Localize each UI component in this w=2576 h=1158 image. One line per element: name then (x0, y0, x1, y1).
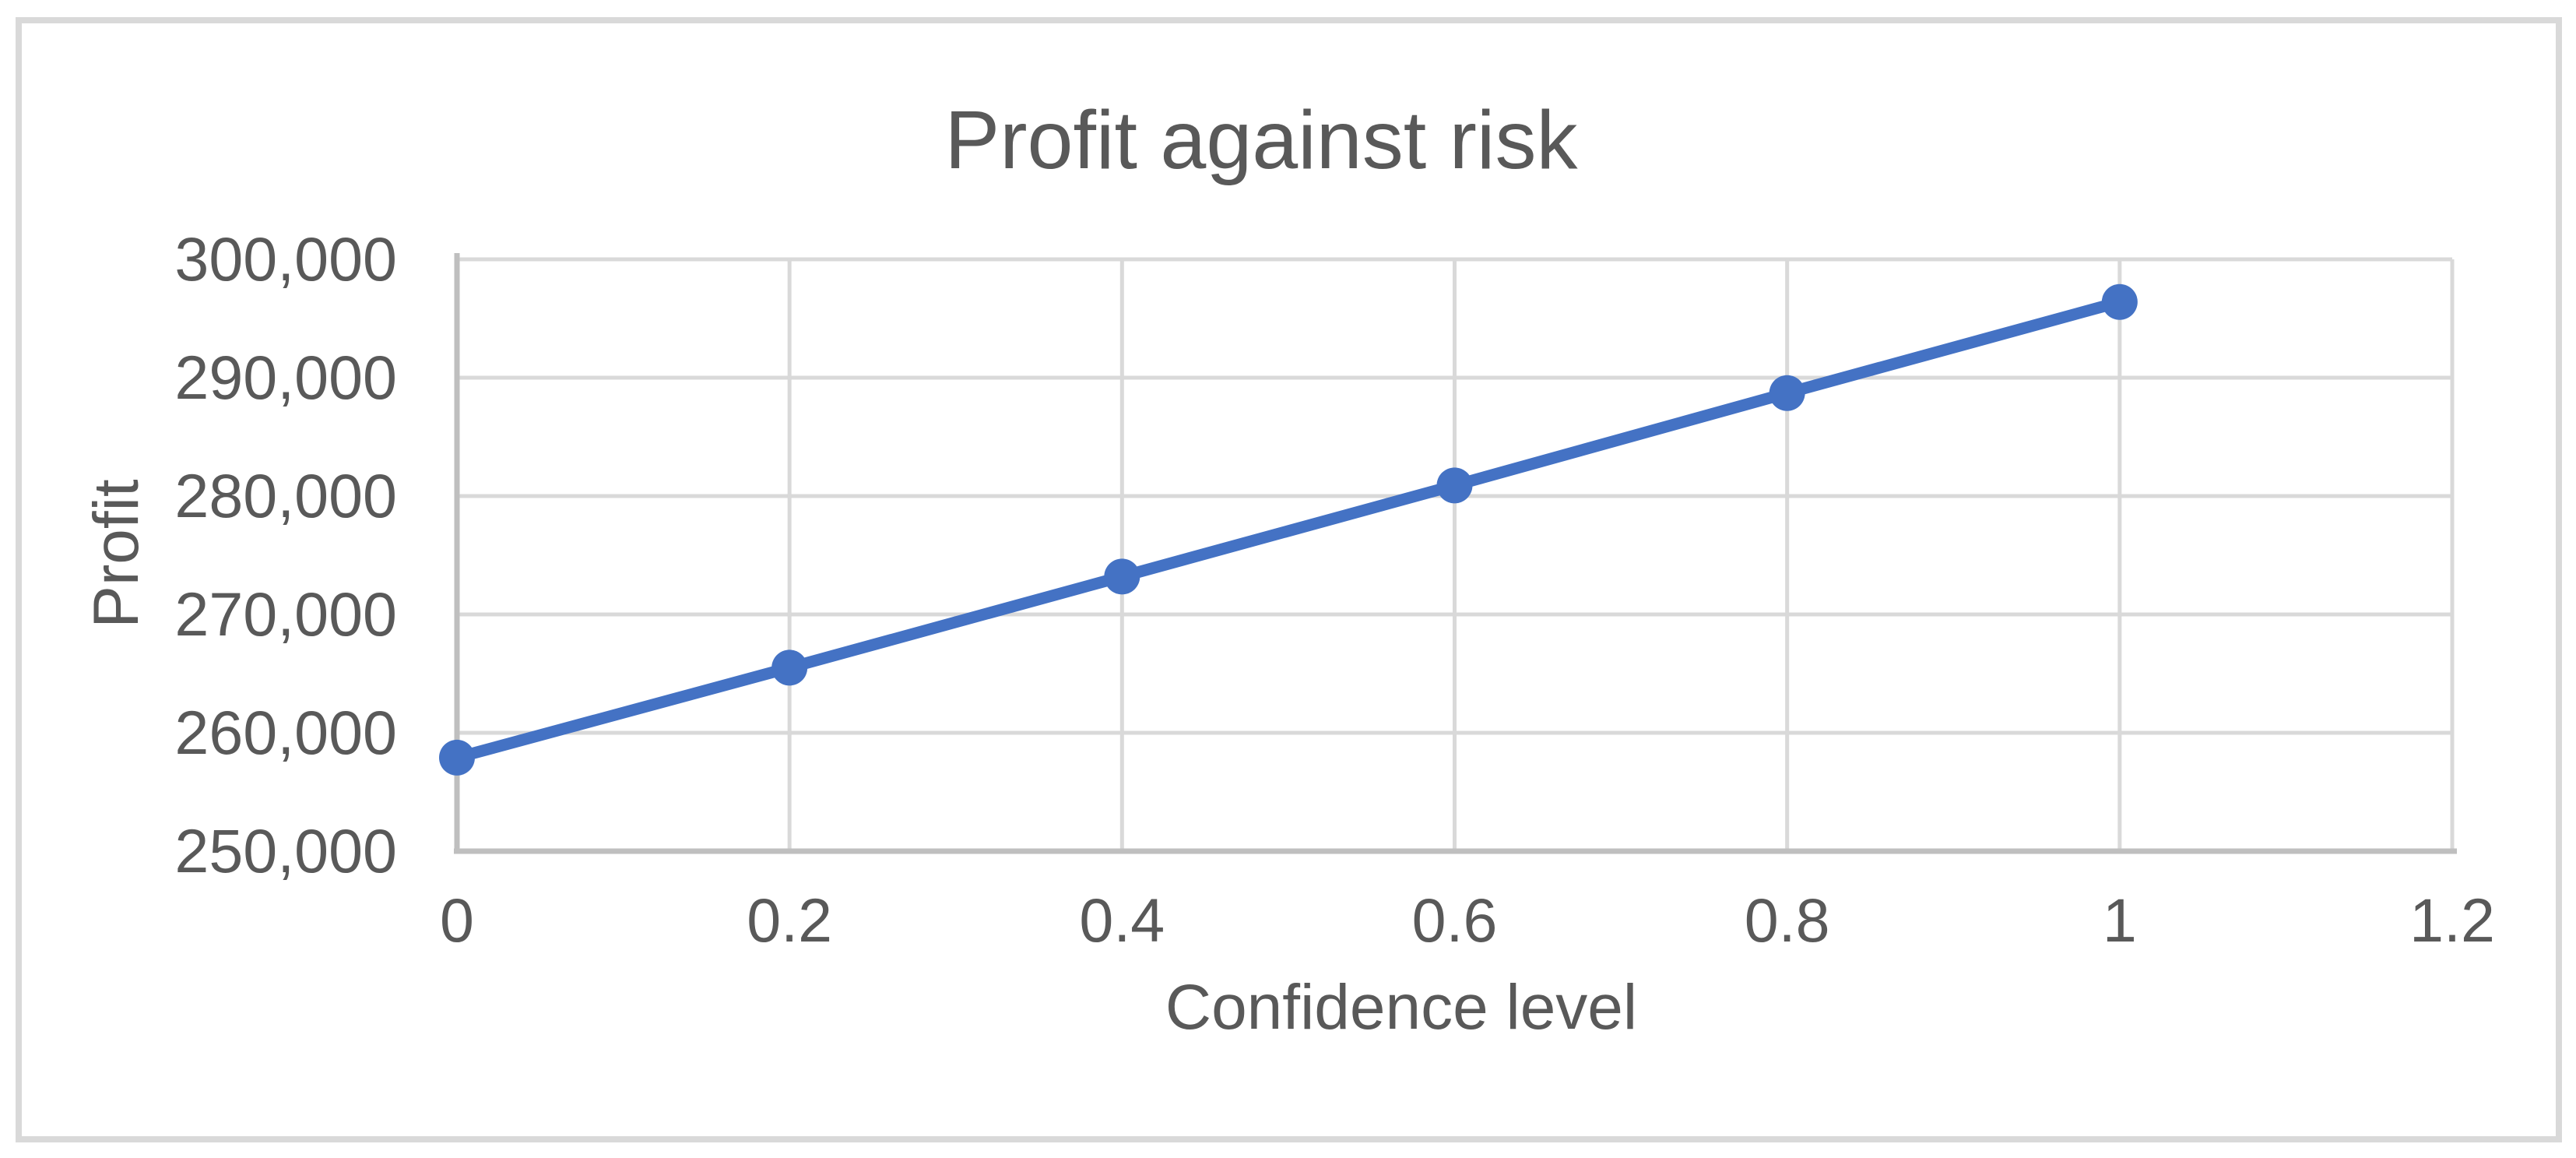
data-point-marker (439, 739, 475, 776)
x-axis-title: Confidence level (1165, 972, 1638, 1043)
y-tick-label: 260,000 (174, 698, 397, 767)
y-tick-label: 290,000 (174, 343, 397, 412)
data-point-marker (1769, 375, 1805, 411)
y-tick-label: 300,000 (174, 224, 397, 294)
x-tick-label: 1 (2102, 885, 2137, 955)
chart-title: Profit against risk (944, 94, 1578, 186)
data-point-marker (771, 649, 808, 686)
y-tick-label: 280,000 (174, 461, 397, 530)
x-tick-label: 0.4 (1079, 885, 1165, 955)
chart-border (16, 17, 2562, 1142)
data-point-marker (2101, 283, 2138, 320)
y-tick-label: 250,000 (174, 816, 397, 885)
x-tick-label: 0.8 (1744, 885, 1830, 955)
x-tick-label: 0 (440, 885, 474, 955)
y-tick-label: 270,000 (174, 579, 397, 649)
data-point-marker (1104, 558, 1140, 595)
series-line (451, 296, 2126, 764)
data-point-marker (1436, 467, 1473, 504)
x-tick-label: 1.2 (2409, 885, 2495, 955)
x-tick-label: 0.2 (747, 885, 833, 955)
x-tick-label: 0.6 (1411, 885, 1498, 955)
